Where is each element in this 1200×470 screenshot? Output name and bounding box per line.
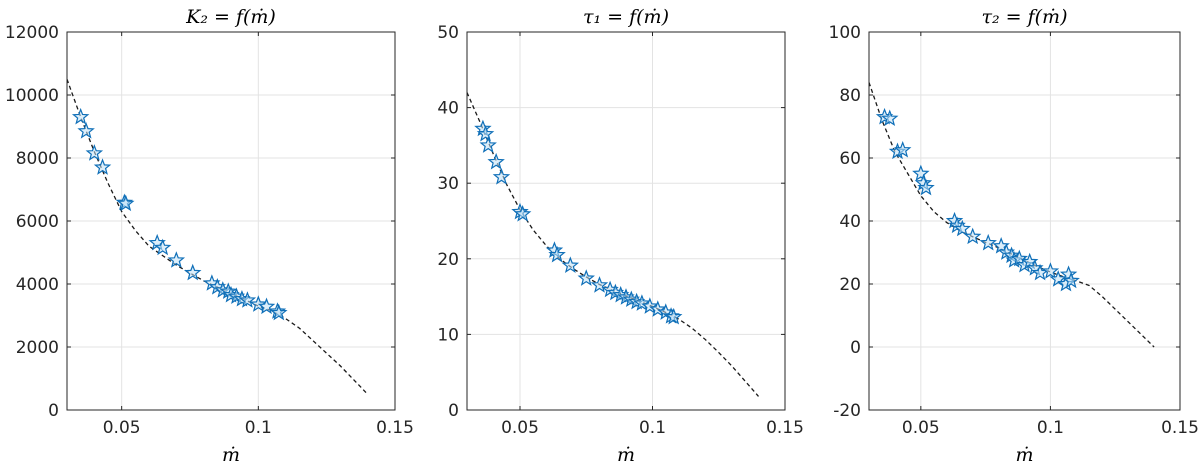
y-tick-label: 50 bbox=[437, 23, 459, 43]
data-point bbox=[953, 219, 972, 237]
data-point bbox=[1020, 252, 1039, 270]
y-tick-label: 20 bbox=[437, 250, 459, 270]
data-layer bbox=[467, 92, 759, 397]
y-tick-label: 0 bbox=[448, 401, 459, 421]
data-point bbox=[577, 269, 595, 286]
data-point bbox=[153, 238, 172, 256]
x-tick-label: 0.05 bbox=[103, 418, 141, 438]
data-point bbox=[992, 237, 1010, 254]
y-tick-label: 4000 bbox=[16, 275, 59, 295]
x-tick-label: 0.1 bbox=[1037, 418, 1064, 438]
data-point bbox=[1049, 270, 1067, 287]
data-point bbox=[561, 256, 580, 274]
axes-box bbox=[466, 31, 786, 411]
data-point bbox=[77, 122, 95, 139]
y-tick-label: 0 bbox=[48, 401, 59, 421]
data-point bbox=[590, 276, 609, 293]
data-point bbox=[93, 158, 112, 175]
y-tick-label: -20 bbox=[833, 401, 861, 421]
data-layer bbox=[869, 82, 1155, 348]
data-point bbox=[1041, 262, 1060, 279]
chart-panel-3: 0.05 0.1 0.15 -20 0 20 40 60 80 100 τ₂ = f(ṁ) ṁ bbox=[829, 6, 1199, 466]
data-point bbox=[912, 164, 930, 182]
y-tick-label: 80 bbox=[839, 86, 861, 106]
data-layer bbox=[67, 79, 369, 395]
data-point bbox=[476, 124, 495, 142]
chart-title: K₂ = f(ṁ) bbox=[185, 6, 276, 28]
data-point bbox=[257, 297, 276, 315]
data-point bbox=[184, 263, 202, 281]
y-tick-label: 10000 bbox=[5, 86, 59, 106]
data-point bbox=[917, 178, 935, 196]
y-tick-label: 10 bbox=[437, 325, 459, 345]
y-tick-label: 2000 bbox=[16, 338, 59, 358]
data-point bbox=[71, 107, 90, 125]
x-axis-label: ṁ bbox=[222, 444, 240, 466]
data-point bbox=[487, 152, 505, 170]
data-point bbox=[649, 300, 667, 317]
data-point bbox=[664, 307, 683, 325]
data-point bbox=[479, 136, 497, 153]
data-point bbox=[492, 167, 511, 185]
chart-panels: 0.05 0.1 0.15020004000600080001000012000K₂… bbox=[5, 6, 1199, 466]
x-tick-label: 0.1 bbox=[639, 418, 666, 438]
data-point bbox=[249, 295, 268, 312]
y-tick-label: 60 bbox=[839, 149, 861, 169]
x-tick-label: 0.15 bbox=[766, 418, 804, 438]
y-tick-label: 8000 bbox=[16, 149, 59, 169]
data-point bbox=[881, 109, 899, 127]
data-point bbox=[238, 291, 257, 308]
chart-title: τ₁ = f(ṁ) bbox=[583, 6, 669, 28]
x-axis-label: ṁ bbox=[617, 444, 635, 466]
y-tick-label: 100 bbox=[829, 23, 861, 43]
data-point bbox=[117, 194, 135, 212]
data-point bbox=[893, 140, 912, 158]
y-tick-label: 0 bbox=[850, 338, 861, 358]
x-axis-label: ṁ bbox=[1015, 444, 1033, 466]
data-point bbox=[270, 303, 288, 321]
x-tick-label: 0.1 bbox=[245, 418, 272, 438]
y-tick-label: 20 bbox=[839, 275, 861, 295]
x-tick-label: 0.05 bbox=[902, 418, 940, 438]
y-tick-label: 40 bbox=[839, 212, 861, 232]
chart-panel-2: 0.05 0.1 0.15 0 10 20 30 40 50 τ₁ = f(ṁ) ṁ bbox=[437, 6, 804, 466]
data-point bbox=[633, 294, 651, 311]
data-point bbox=[979, 233, 997, 251]
data-point bbox=[513, 205, 532, 222]
data-point bbox=[963, 227, 982, 245]
x-tick-label: 0.15 bbox=[376, 418, 414, 438]
data-point bbox=[167, 251, 186, 268]
chart-panel-1: 0.05 0.1 0.15 0 2000 4000 6000 8000 10000 12000 K₂… bbox=[5, 6, 414, 466]
plot-area bbox=[467, 32, 785, 410]
data-point bbox=[641, 297, 659, 314]
data-point bbox=[548, 245, 566, 263]
x-tick-label: 0.15 bbox=[1161, 418, 1199, 438]
data-point bbox=[1010, 249, 1029, 267]
y-tick-label: 6000 bbox=[16, 212, 59, 232]
chart-title: τ₂ = f(ṁ) bbox=[981, 6, 1067, 28]
data-point bbox=[1062, 271, 1080, 289]
y-tick-label: 40 bbox=[437, 99, 459, 119]
y-tick-label: 12000 bbox=[5, 23, 59, 43]
y-tick-label: 30 bbox=[437, 174, 459, 194]
x-tick-label: 0.05 bbox=[501, 418, 539, 438]
data-point bbox=[85, 144, 104, 161]
